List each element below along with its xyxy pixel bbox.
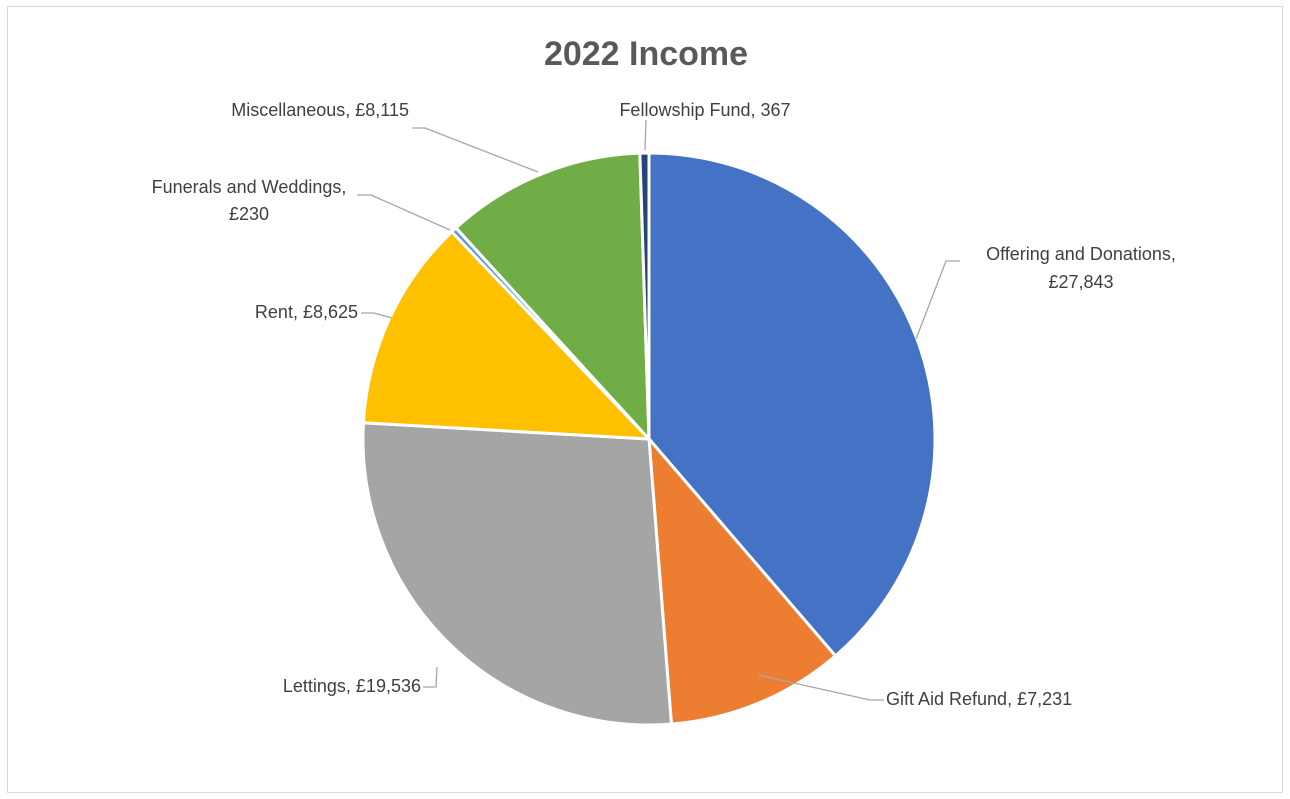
leader-line-fellowship bbox=[644, 119, 647, 151]
leader-lines bbox=[357, 119, 960, 701]
data-labels: Offering and Donations, £27,843 Gift Aid… bbox=[152, 100, 1176, 709]
data-label-lettings: Lettings, £19,536 bbox=[283, 676, 421, 696]
chart-title: 2022 Income bbox=[544, 35, 748, 73]
leader-line-miscellaneous bbox=[412, 127, 539, 173]
data-label-rent: Rent, £8,625 bbox=[255, 302, 358, 322]
pie-slice-gift-aid-refund bbox=[647, 434, 838, 726]
pie-chart: 2022 Income Offering and Donations, £27,… bbox=[152, 35, 1176, 727]
data-label-funerals-name: Funerals and Weddings, bbox=[152, 177, 347, 197]
leader-line-offering bbox=[915, 260, 960, 340]
data-label-offering-value: £27,843 bbox=[1048, 272, 1113, 292]
data-label-funerals-value: £230 bbox=[229, 204, 269, 224]
leader-line-gift-aid bbox=[757, 674, 884, 701]
data-label-gift-aid: Gift Aid Refund, £7,231 bbox=[886, 689, 1072, 709]
data-label-miscellaneous: Miscellaneous, £8,115 bbox=[231, 100, 409, 120]
pie-slice-fellowship-fund bbox=[638, 151, 651, 440]
pie-slice-lettings bbox=[361, 421, 674, 727]
pie-slice-offering-and-donations bbox=[647, 151, 937, 659]
leader-line-funerals bbox=[357, 194, 451, 231]
data-label-fellowship: Fellowship Fund, 367 bbox=[619, 100, 790, 120]
pie-slice-rent bbox=[361, 229, 653, 441]
leader-line-lettings bbox=[423, 666, 438, 688]
pie-slice-miscellaneous bbox=[453, 151, 651, 444]
pie-slices bbox=[361, 151, 937, 727]
chart-area: 2022 Income Offering and Donations, £27,… bbox=[7, 6, 1283, 793]
data-label-offering-name: Offering and Donations, bbox=[986, 244, 1176, 264]
leader-line-rent bbox=[361, 312, 393, 319]
